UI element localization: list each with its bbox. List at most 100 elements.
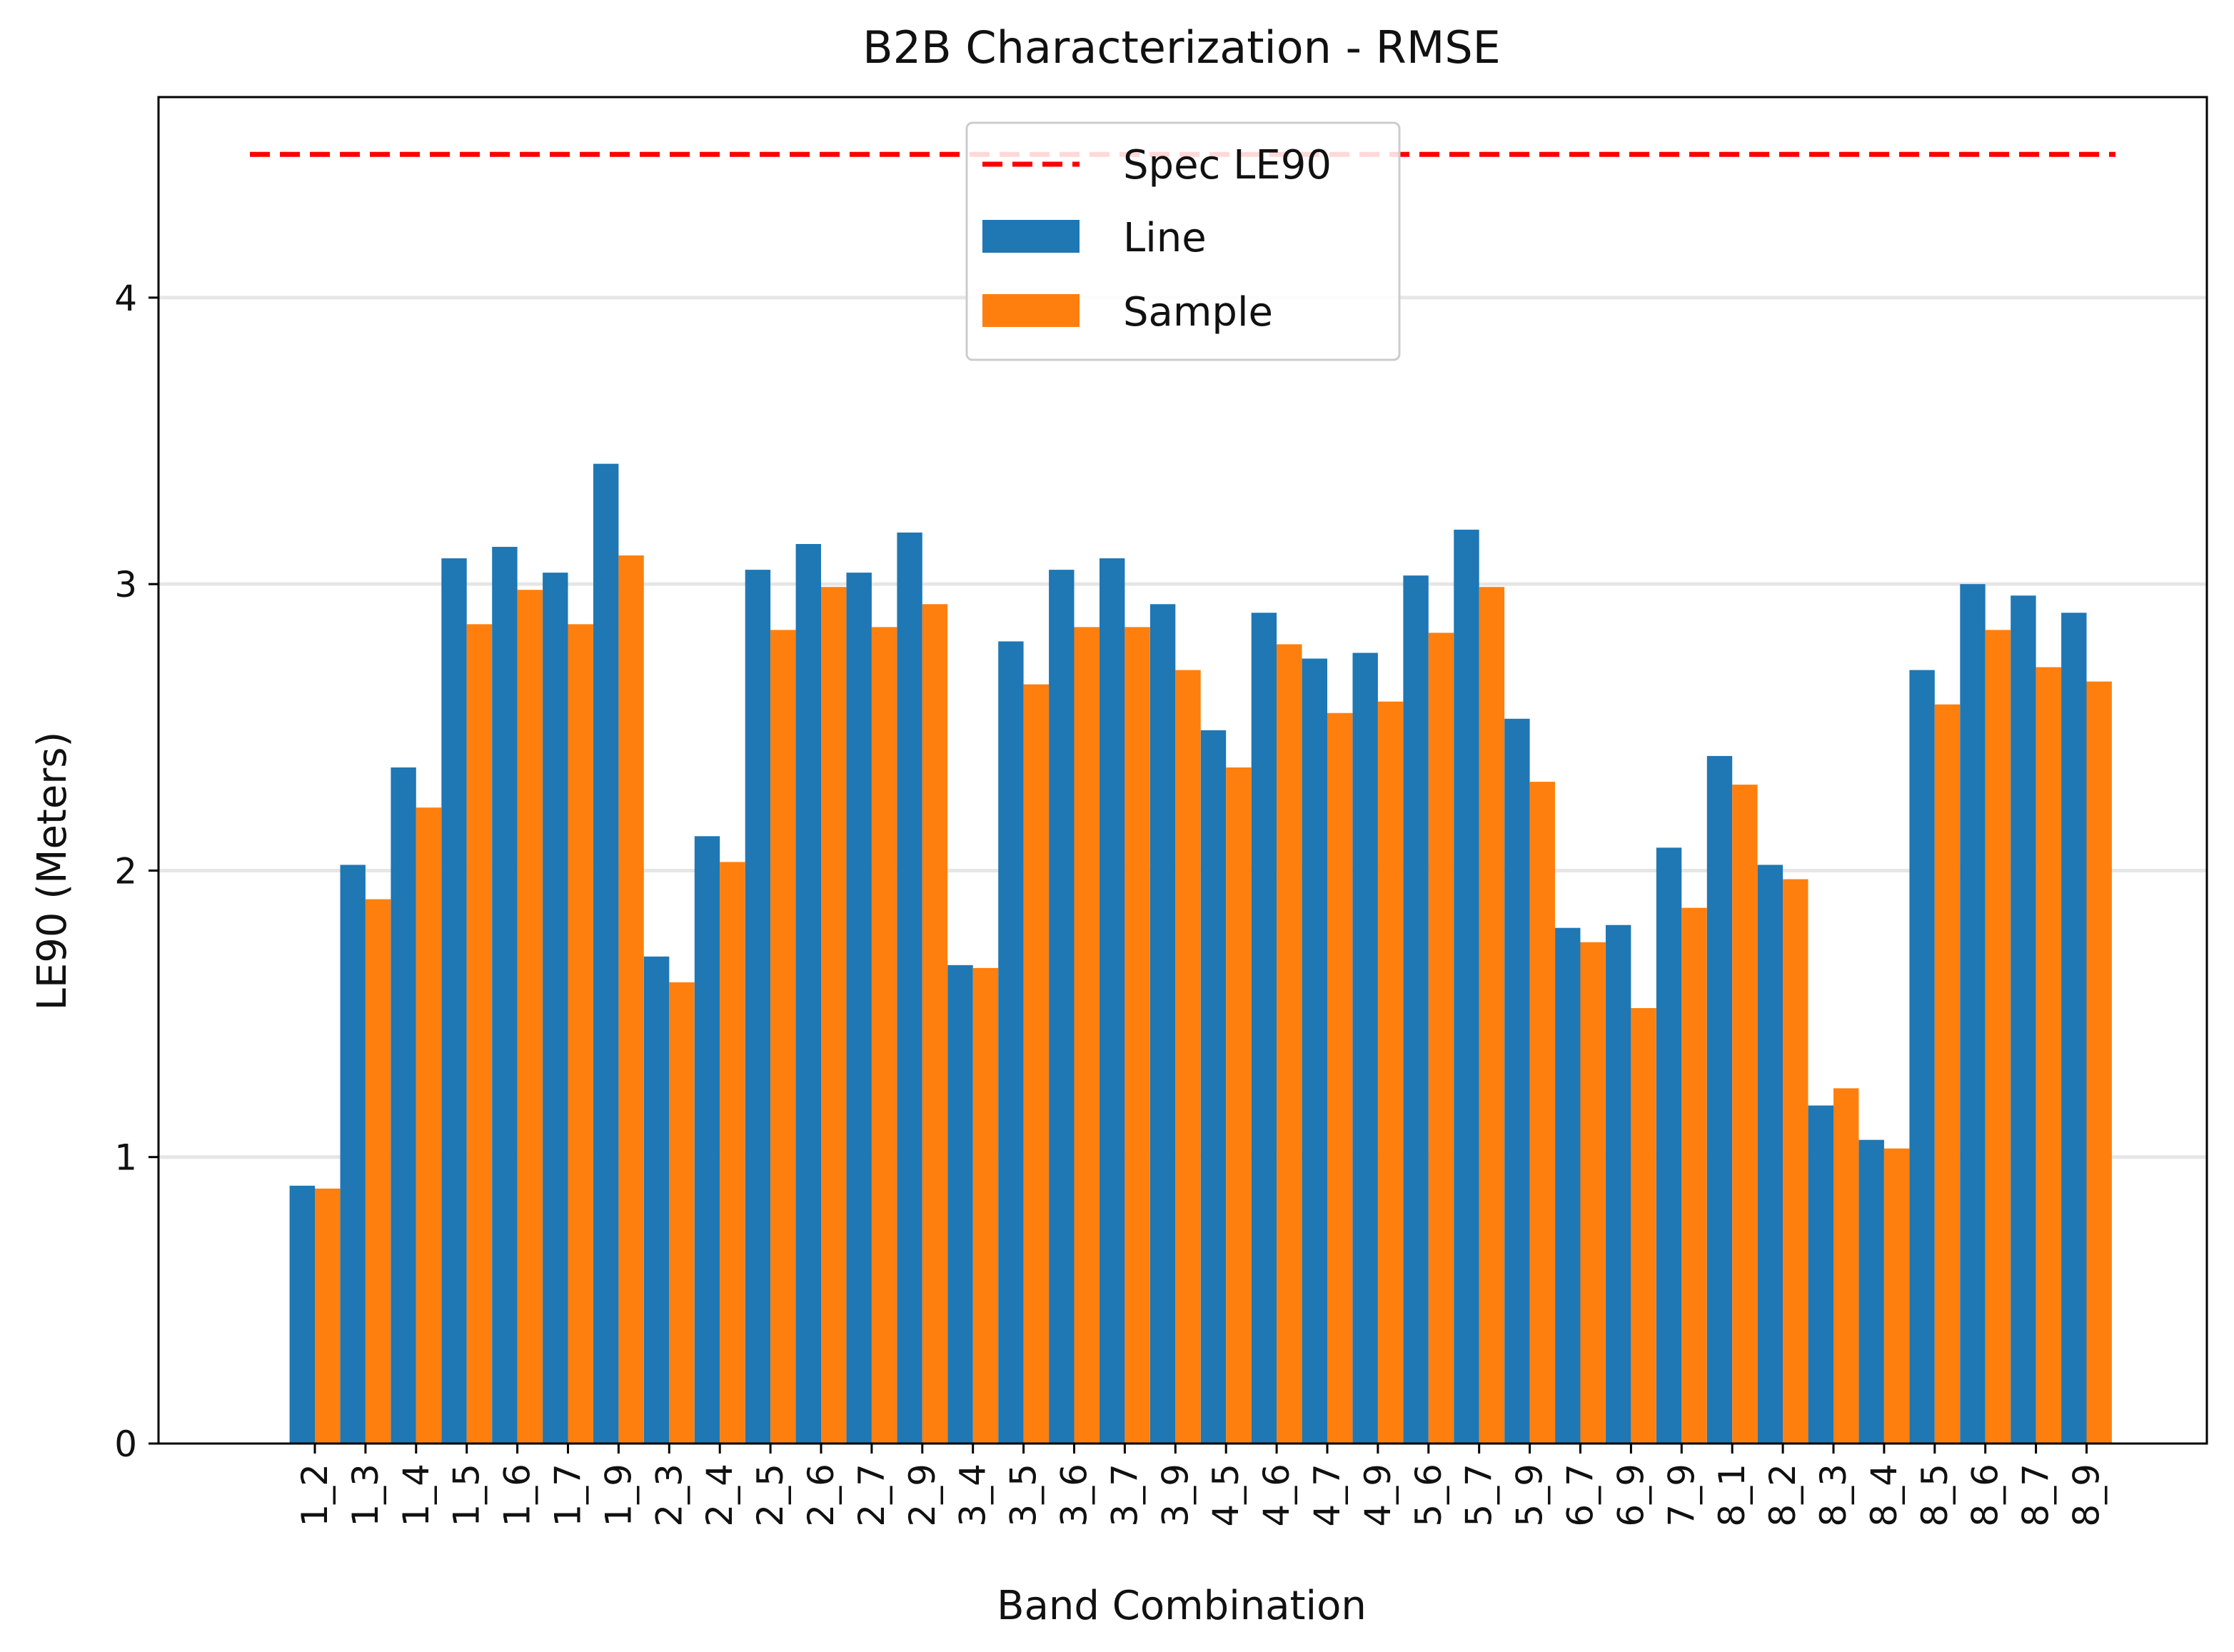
legend-swatch-sample	[982, 294, 1080, 327]
x-tick-label: 4_7	[1307, 1464, 1348, 1527]
x-tick-label: 2_9	[902, 1464, 943, 1527]
bar-line-1-4	[391, 767, 416, 1444]
bar-line-4-5	[1200, 730, 1227, 1444]
bar-sample-4-6	[1277, 644, 1302, 1444]
bar-sample-4-9	[1377, 701, 1404, 1444]
x-tick-label: 1_4	[396, 1464, 437, 1527]
x-tick-label: 8_1	[1711, 1464, 1753, 1527]
bar-line-2-4	[694, 836, 720, 1444]
bar-line-2-5	[745, 570, 771, 1444]
x-tick-label: 2_7	[851, 1464, 892, 1527]
bar-sample-1-3	[365, 899, 391, 1444]
x-tick-label: 2_3	[648, 1464, 690, 1527]
x-tick-label: 7_9	[1661, 1464, 1702, 1527]
x-tick-label: 6_7	[1560, 1464, 1601, 1527]
x-tick-label: 5_7	[1459, 1464, 1500, 1527]
bar-sample-8-6	[1985, 630, 2011, 1444]
y-tick-label: 1	[114, 1137, 137, 1179]
bar-sample-1-6	[517, 590, 543, 1444]
bar-line-2-7	[846, 573, 872, 1444]
bar-sample-8-2	[1783, 879, 1808, 1444]
bar-sample-7-9	[1681, 907, 1707, 1444]
bar-line-1-2	[289, 1185, 315, 1444]
bar-sample-2-7	[871, 627, 897, 1444]
bar-line-3-6	[1049, 570, 1075, 1444]
bar-line-5-9	[1504, 718, 1530, 1444]
bar-line-8-6	[1960, 584, 1986, 1444]
x-tick-label: 4_9	[1357, 1464, 1399, 1527]
bar-sample-8-7	[2036, 667, 2061, 1444]
x-tick-label: 8_5	[1914, 1464, 1956, 1527]
x-tick-label: 8_6	[1965, 1464, 2006, 1527]
x-tick-label: 1_2	[294, 1464, 336, 1527]
bar-line-1-7	[543, 573, 568, 1444]
legend-swatch-line	[982, 220, 1080, 253]
x-tick-label: 8_7	[2016, 1464, 2057, 1527]
x-tick-label: 4_5	[1205, 1464, 1247, 1527]
y-tick-label: 3	[114, 564, 137, 605]
bar-line-8-2	[1757, 865, 1783, 1444]
bar-sample-8-5	[1934, 704, 1961, 1444]
bar-sample-1-7	[568, 624, 593, 1444]
bar-sample-2-9	[922, 604, 948, 1444]
bar-line-3-9	[1149, 604, 1176, 1444]
bar-line-1-9	[593, 463, 619, 1444]
bar-sample-3-6	[1074, 627, 1100, 1444]
x-tick-label: 2_6	[800, 1464, 842, 1527]
y-tick-label: 4	[114, 278, 137, 319]
y-axis-label: LE90 (Meters)	[29, 732, 76, 1011]
bar-line-2-9	[897, 532, 922, 1444]
bar-sample-3-4	[972, 967, 999, 1444]
x-tick-label: 8_9	[2066, 1464, 2108, 1527]
bar-sample-5-6	[1428, 633, 1454, 1444]
bar-sample-8-4	[1883, 1148, 1910, 1444]
bar-sample-8-9	[2086, 681, 2112, 1444]
bar-line-8-9	[2061, 613, 2087, 1444]
bar-line-4-7	[1302, 658, 1327, 1444]
bar-line-8-1	[1706, 755, 1733, 1444]
x-tick-label: 2_5	[750, 1464, 791, 1527]
legend: Spec LE90 Line Sample	[965, 121, 1401, 361]
bar-line-1-5	[441, 558, 467, 1444]
bar-line-4-6	[1251, 613, 1277, 1444]
bar-sample-8-1	[1732, 785, 1758, 1444]
x-tick-label: 8_3	[1813, 1464, 1854, 1527]
x-tick-label: 1_7	[548, 1464, 589, 1527]
x-ticks: 1_2 1_3 1_4 1_5 1_6 1_7 1_9 2_3 2_4 2_5 2_6 2_7 2_9 3…	[294, 1444, 2108, 1527]
bar-sample-1-2	[315, 1188, 341, 1444]
x-tick-label: 4_6	[1256, 1464, 1297, 1527]
bar-sample-2-5	[770, 630, 796, 1444]
bar-line-6-9	[1606, 925, 1631, 1444]
x-tick-label: 3_5	[1003, 1464, 1045, 1527]
bar-series-group	[289, 463, 2112, 1444]
bar-line-1-6	[492, 547, 518, 1444]
bar-sample-4-5	[1226, 767, 1252, 1444]
bar-line-3-4	[947, 964, 973, 1444]
bar-line-5-6	[1403, 575, 1429, 1444]
x-tick-label: 5_9	[1509, 1464, 1551, 1527]
bar-line-8-3	[1808, 1105, 1833, 1444]
bar-line-6-7	[1555, 927, 1581, 1444]
bar-line-3-5	[998, 641, 1024, 1444]
bar-line-8-7	[2011, 595, 2036, 1444]
bar-sample-3-5	[1023, 684, 1049, 1444]
x-tick-label: 8_4	[1863, 1464, 1905, 1527]
bar-sample-2-3	[669, 982, 695, 1444]
bar-sample-3-9	[1175, 670, 1201, 1444]
bar-line-8-4	[1858, 1139, 1884, 1444]
x-tick-label: 1_3	[345, 1464, 386, 1527]
y-tick-label: 2	[114, 850, 137, 892]
x-tick-label: 3_9	[1154, 1464, 1196, 1527]
bar-line-5-7	[1454, 529, 1479, 1444]
x-tick-label: 1_9	[598, 1464, 639, 1527]
x-tick-label: 6_9	[1610, 1464, 1651, 1527]
x-tick-label: 1_6	[497, 1464, 538, 1527]
x-tick-label: 1_5	[446, 1464, 488, 1527]
x-axis-label: Band Combination	[997, 1583, 1367, 1629]
bar-sample-3-7	[1124, 627, 1150, 1444]
axes	[157, 96, 2208, 1445]
bar-sample-1-9	[618, 555, 644, 1444]
legend-label-spec-le90: Spec LE90	[1123, 142, 1332, 188]
bar-sample-2-6	[821, 587, 847, 1444]
